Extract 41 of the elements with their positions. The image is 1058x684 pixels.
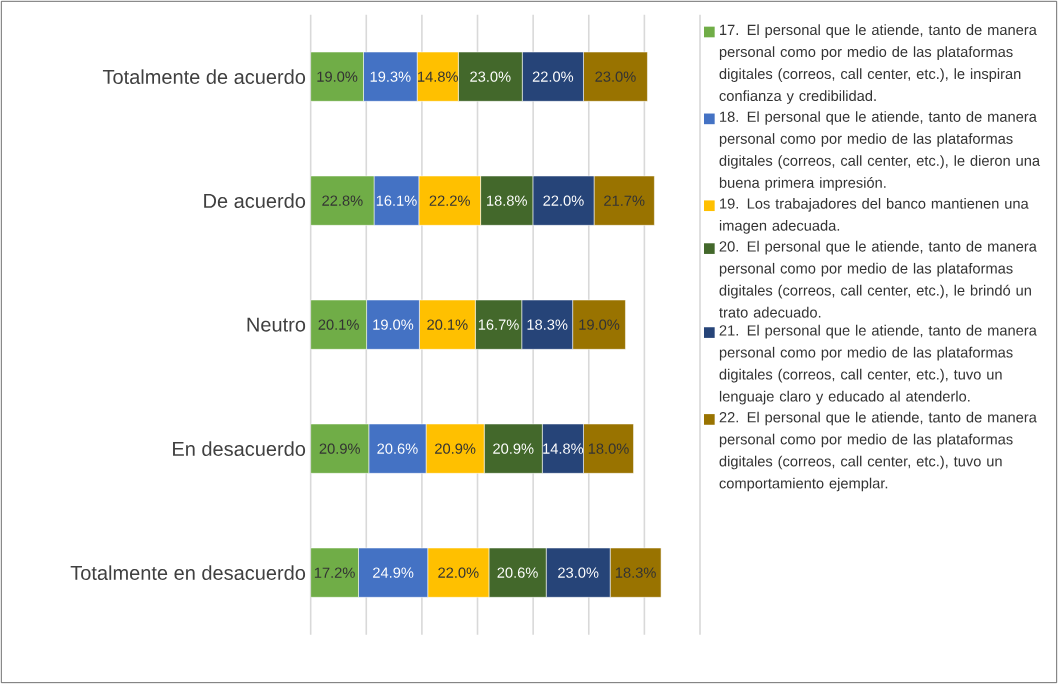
legend-label: 19. Los trabajadores del banco mantienen una imagen adecuada. (719, 198, 1029, 234)
data-label: 20.9% (319, 443, 360, 454)
data-label: 19.0% (317, 71, 358, 82)
data-label: 16.1% (376, 195, 417, 206)
y-tick-label: De acuerdo (204, 193, 306, 208)
legend-label: 21. El personal que le atiende, tanto de manera personal como por medio de las plataformas digitales (correos, call center, etc.), tuvo un lenguaje claro y educado al atenderlo. (719, 324, 1037, 405)
data-label: 20.1% (427, 319, 468, 330)
data-label: 14.8% (418, 71, 459, 82)
data-label: 23.0% (558, 567, 599, 578)
data-label: 20.1% (318, 319, 359, 330)
y-tick-label: En desacuerdo (173, 441, 306, 456)
data-label: 20.9% (493, 443, 534, 454)
data-label: 23.0% (595, 71, 636, 82)
data-label: 24.9% (373, 567, 414, 578)
data-label: 17.2% (314, 567, 355, 578)
data-label: 18.0% (588, 443, 629, 454)
data-label: 16.7% (478, 319, 519, 330)
data-label: 18.3% (527, 319, 568, 330)
data-label: 18.3% (615, 567, 656, 578)
y-tick-label: Totalmente en desacuerdo (70, 565, 306, 580)
data-label: 18.8% (487, 195, 527, 206)
data-label: 19.0% (579, 319, 620, 330)
data-label: 19.3% (370, 71, 411, 82)
data-label: 20.6% (377, 443, 418, 454)
data-label: 22.0% (438, 567, 479, 578)
legend-label: 18. El personal que le atiende, tanto de manera personal como por medio de las plataformas digitales (correos, call center, etc.), le dieron una buena primera impresión. (719, 111, 1041, 191)
data-label: 19.0% (373, 319, 414, 330)
data-label: 22.8% (322, 195, 363, 206)
data-label: 20.9% (435, 443, 476, 454)
legend-label: 22. El personal que le atiende, tanto de manera personal como por medio de las plataformas digitales (correos, call center, etc.), tuvo un comportamiento ejemplar. (719, 411, 1037, 492)
y-tick-label: Totalmente de acuerdo (102, 69, 306, 84)
data-label: 22.0% (532, 71, 574, 82)
legend-label: 20. El personal que le atiende, tanto de manera personal como por medio de las plataformas digitales (correos, call center, etc.), le brindó un trato adecuado. (719, 240, 1037, 318)
data-label: 22.0% (543, 195, 584, 206)
data-label: 14.8% (543, 443, 584, 454)
data-label: 23.0% (470, 71, 511, 82)
y-tick-label: Neutro (247, 317, 306, 332)
data-label: 22.2% (429, 195, 470, 206)
data-label: 20.6% (497, 567, 538, 578)
data-label: 21.7% (604, 195, 645, 206)
legend-label: 17. El personal que le atiende, tanto de manera personal como por medio de las plataformas digitales (correos, call center, etc.), le inspiran confianza y credibilidad. (719, 24, 1037, 104)
